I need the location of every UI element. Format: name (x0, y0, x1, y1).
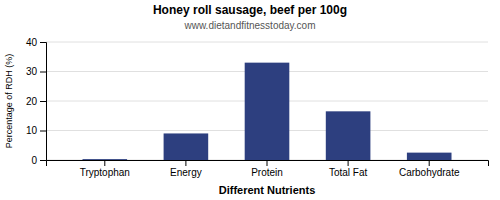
x-tick-label: Energy (170, 167, 202, 178)
subtitle: www.dietandfitnesstoday.com (184, 20, 316, 31)
bar (407, 153, 452, 160)
y-tick-mark (40, 160, 46, 161)
y-tick-mark (40, 131, 46, 132)
x-tick: Tryptophan (80, 160, 130, 178)
x-tick: Total Fat (329, 160, 368, 178)
y-tick: 30 (26, 66, 46, 77)
x-tick-label: Tryptophan (80, 167, 130, 178)
grid (46, 42, 488, 160)
x-tick-mark (185, 160, 186, 166)
y-tick-mark (40, 101, 46, 102)
x-tick-mark (429, 160, 430, 166)
y-tick-label: 20 (26, 96, 38, 107)
y-tick-label: 10 (26, 125, 38, 136)
x-tick-mark (348, 160, 349, 166)
x-axis-line (47, 161, 489, 167)
y-axis-line (40, 43, 47, 161)
x-tick-label: Carbohydrate (399, 167, 460, 178)
x-tick-mark (267, 160, 268, 166)
x-axis-title: Different Nutrients (219, 184, 316, 196)
bar (82, 159, 127, 160)
x-tick: Energy (170, 160, 202, 178)
x-axis: Tryptophan Energy Protein Total Fat Carbohyd… (47, 160, 489, 178)
title: Honey roll sausage, beef per 100g (153, 3, 347, 17)
y-axis: 0 10 20 30 40 (26, 37, 47, 166)
x-tick-label: Protein (251, 167, 283, 178)
y-tick-label: 0 (31, 155, 37, 166)
x-tick-label: Total Fat (329, 167, 368, 178)
y-tick-label: 30 (26, 66, 38, 77)
plot: 0 10 20 30 40 Tryptophan Energy Protein Total Fa… (26, 37, 489, 178)
y-tick: 10 (26, 125, 46, 136)
bar (326, 111, 371, 160)
grid-line (46, 42, 488, 43)
y-tick-mark (40, 42, 46, 43)
x-tick: Carbohydrate (399, 160, 460, 178)
y-tick-mark (40, 72, 46, 73)
y-tick-label: 40 (26, 37, 38, 48)
bar (245, 63, 290, 160)
bars (82, 63, 451, 160)
y-tick: 20 (26, 96, 46, 107)
x-tick-mark (104, 160, 105, 166)
x-tick: Protein (251, 160, 283, 178)
chart: Honey roll sausage, beef per 100g www.die… (0, 0, 500, 200)
y-tick: 0 (31, 155, 46, 166)
bar (164, 133, 209, 160)
y-tick: 40 (26, 37, 46, 48)
y-axis-title: Percentage of RDH (%) (4, 54, 14, 149)
